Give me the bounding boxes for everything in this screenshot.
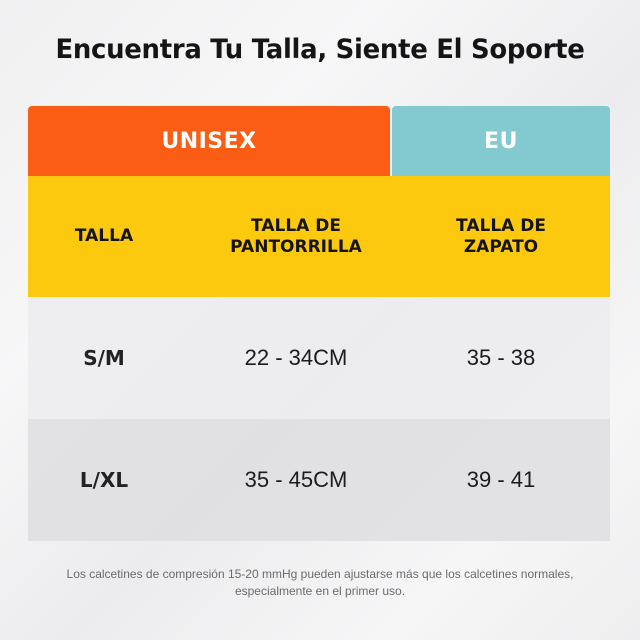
column-header-calf-line2: PANTORRILLA (230, 236, 362, 257)
column-header-shoe-line2: ZAPATO (463, 236, 539, 257)
eu-label: EU (484, 128, 518, 154)
eu-header: EU (392, 106, 610, 176)
size-cell: L/XL (79, 468, 129, 492)
calf-cell: 35 - 45CM (244, 467, 348, 492)
group-header-row: UNISEX EU (28, 106, 610, 176)
column-header-size-text: TALLA (74, 226, 134, 246)
footnote: Los calcetines de compresión 15-20 mmHg … (20, 566, 620, 600)
column-header-calf-line1: TALLA DE (251, 215, 341, 236)
unisex-header: UNISEX (28, 106, 390, 176)
footnote-line1: Los calcetines de compresión 15-20 mmHg … (66, 567, 574, 581)
footnote-line2: especialmente en el primer uso. (234, 584, 406, 598)
size-chart-table: UNISEX EU TALLA TALLA DE PANTORRILLA TAL… (28, 106, 610, 541)
table-row: L/XL 35 - 45CM 39 - 41 (28, 419, 610, 541)
column-header-calf: TALLA DE PANTORRILLA (180, 216, 412, 258)
page-title: Encuentra Tu Talla, Siente El Soporte (55, 34, 585, 65)
calf-cell: 22 - 34CM (244, 345, 348, 370)
unisex-label: UNISEX (161, 128, 257, 154)
shoe-cell: 35 - 38 (466, 345, 536, 370)
table-row: S/M 22 - 34CM 35 - 38 (28, 297, 610, 419)
shoe-cell: 39 - 41 (466, 467, 536, 492)
column-header-shoe: TALLA DE ZAPATO (412, 216, 610, 258)
column-header-size: TALLA (28, 226, 180, 247)
column-header-shoe-line1: TALLA DE (456, 215, 546, 236)
column-header-row: TALLA TALLA DE PANTORRILLA TALLA DE ZAPA… (28, 176, 610, 297)
size-cell: S/M (83, 346, 125, 370)
